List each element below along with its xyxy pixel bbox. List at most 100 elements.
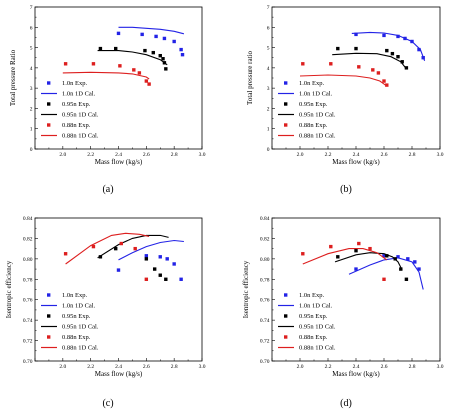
y-tick-label: 0.72 bbox=[260, 339, 270, 345]
y-tick-label: 4 bbox=[267, 66, 270, 72]
series-line bbox=[65, 232, 150, 265]
chart-panel-3: 2.0 2.2 2.4 2.6 2.8 3.0 0.70 0.72 0.74 0.76 0.78 0.… bbox=[5, 216, 206, 409]
y-tick-label: 6 bbox=[30, 25, 33, 31]
data-point bbox=[114, 46, 118, 51]
data-point bbox=[417, 267, 421, 271]
y-tick-label: 0.80 bbox=[23, 257, 33, 263]
data-point bbox=[396, 255, 400, 259]
data-point bbox=[172, 39, 176, 44]
x-tick-label: 2.2 bbox=[325, 364, 332, 370]
data-point bbox=[161, 57, 165, 61]
data-point bbox=[382, 33, 386, 38]
y-tick-label: 2 bbox=[267, 106, 270, 112]
legend-marker-swatch bbox=[284, 123, 288, 127]
data-point bbox=[63, 252, 68, 256]
series-line bbox=[351, 31, 426, 61]
data-point bbox=[354, 248, 358, 253]
y-tick-label: 0.82 bbox=[260, 236, 270, 242]
y-tick-label: 5 bbox=[267, 46, 270, 52]
y-tick-label: 0.76 bbox=[260, 298, 270, 304]
legend-marker-swatch bbox=[47, 81, 51, 85]
plot-frame bbox=[34, 6, 203, 150]
series-line bbox=[97, 234, 169, 259]
plot-frame bbox=[271, 6, 441, 150]
y-tick-label: 0.70 bbox=[23, 359, 33, 365]
data-point bbox=[354, 32, 358, 37]
data-point bbox=[357, 241, 361, 246]
series-line bbox=[299, 74, 386, 86]
legend-label: 1.0n Exp. bbox=[62, 292, 87, 299]
data-point bbox=[162, 36, 167, 41]
legend-label: 1.0n Exp. bbox=[299, 292, 324, 299]
x-tick-label: 2.8 bbox=[171, 152, 178, 158]
series-line bbox=[302, 248, 388, 265]
legend-label: 1.0n 1D Cal. bbox=[62, 91, 96, 98]
y-tick-label: 4 bbox=[30, 66, 33, 72]
legend-label: 1.0n 1D Cal. bbox=[299, 91, 333, 98]
data-point bbox=[119, 241, 123, 246]
data-point bbox=[385, 48, 389, 53]
data-point bbox=[118, 64, 122, 68]
series-line bbox=[118, 239, 184, 261]
data-point bbox=[357, 65, 361, 69]
legend-marker-swatch bbox=[47, 293, 51, 297]
legend-label: 0.95n Exp. bbox=[62, 101, 91, 108]
y-tick-label: 7 bbox=[30, 5, 33, 11]
data-point bbox=[371, 68, 375, 72]
data-point bbox=[354, 267, 358, 271]
data-point bbox=[158, 273, 162, 277]
data-point bbox=[154, 34, 158, 39]
legend-label: 0.88n Exp. bbox=[62, 334, 91, 341]
data-point bbox=[385, 83, 389, 87]
x-tick-label: 2.8 bbox=[409, 152, 416, 158]
data-point bbox=[354, 46, 358, 51]
x-axis-label: Mass flow (kg/s) bbox=[95, 370, 143, 378]
legend-label: 0.95n 1D Cal. bbox=[299, 324, 336, 331]
series-line bbox=[348, 257, 424, 290]
data-point bbox=[368, 246, 372, 251]
data-point bbox=[144, 79, 149, 83]
x-tick-label: 2.2 bbox=[87, 152, 94, 158]
y-tick-label: 0.80 bbox=[260, 257, 270, 263]
legend-marker-swatch bbox=[47, 335, 51, 339]
data-point bbox=[179, 277, 183, 281]
legend: 1.0n Exp. 1.0n 1D Cal. 0.95n Exp. 0.95n 1D … bbox=[278, 80, 336, 140]
legend-label: 0.95n 1D Cal. bbox=[299, 112, 336, 119]
y-tick-label: 0.76 bbox=[23, 298, 33, 304]
series-line bbox=[334, 252, 403, 271]
data-point bbox=[413, 260, 417, 264]
data-point bbox=[399, 267, 403, 271]
x-tick-label: 2.4 bbox=[115, 152, 122, 158]
x-tick-label: 2.4 bbox=[115, 364, 122, 370]
data-point bbox=[382, 79, 386, 83]
y-tick-label: 3 bbox=[30, 86, 33, 92]
data-point bbox=[165, 257, 169, 261]
legend-label: 0.88n Exp. bbox=[299, 334, 328, 341]
panel-caption: (b) bbox=[340, 184, 352, 195]
x-tick-label: 3.0 bbox=[199, 152, 206, 158]
data-point bbox=[132, 68, 136, 72]
data-point bbox=[98, 255, 103, 259]
legend-label: 0.88n 1D Cal. bbox=[299, 133, 336, 140]
panel-caption: (d) bbox=[340, 398, 352, 409]
y-tick-label: 0.72 bbox=[23, 339, 33, 345]
series-line bbox=[62, 71, 150, 80]
chart-panel-4: 2.0 2.2 2.4 2.6 2.8 3.0 0.70 0.72 0.74 0.76 0.78 0.… bbox=[242, 216, 444, 409]
legend-marker-swatch bbox=[47, 123, 51, 127]
data-point bbox=[63, 62, 68, 66]
data-point bbox=[116, 31, 121, 36]
data-point bbox=[147, 82, 151, 86]
y-axis-label: Total pressure Ratio bbox=[9, 49, 17, 106]
panel-caption: (c) bbox=[102, 398, 113, 409]
data-point bbox=[329, 62, 333, 66]
data-point bbox=[404, 277, 409, 281]
data-point bbox=[396, 34, 400, 39]
legend: 1.0n Exp. 1.0n 1D Cal. 0.95n Exp. 0.95n 1D … bbox=[41, 292, 99, 352]
x-tick-label: 2.6 bbox=[143, 364, 150, 370]
chart-panel-1: 2.0 2.2 2.4 2.6 2.8 3.0 0 1 2 3 4 5 6 7 Mass flow (kg/… bbox=[9, 5, 206, 195]
legend-label: 0.95n 1D Cal. bbox=[62, 324, 99, 331]
y-tick-label: 0.82 bbox=[23, 236, 33, 242]
legend-label: 0.95n Exp. bbox=[299, 313, 328, 320]
y-tick-label: 0 bbox=[30, 147, 33, 153]
